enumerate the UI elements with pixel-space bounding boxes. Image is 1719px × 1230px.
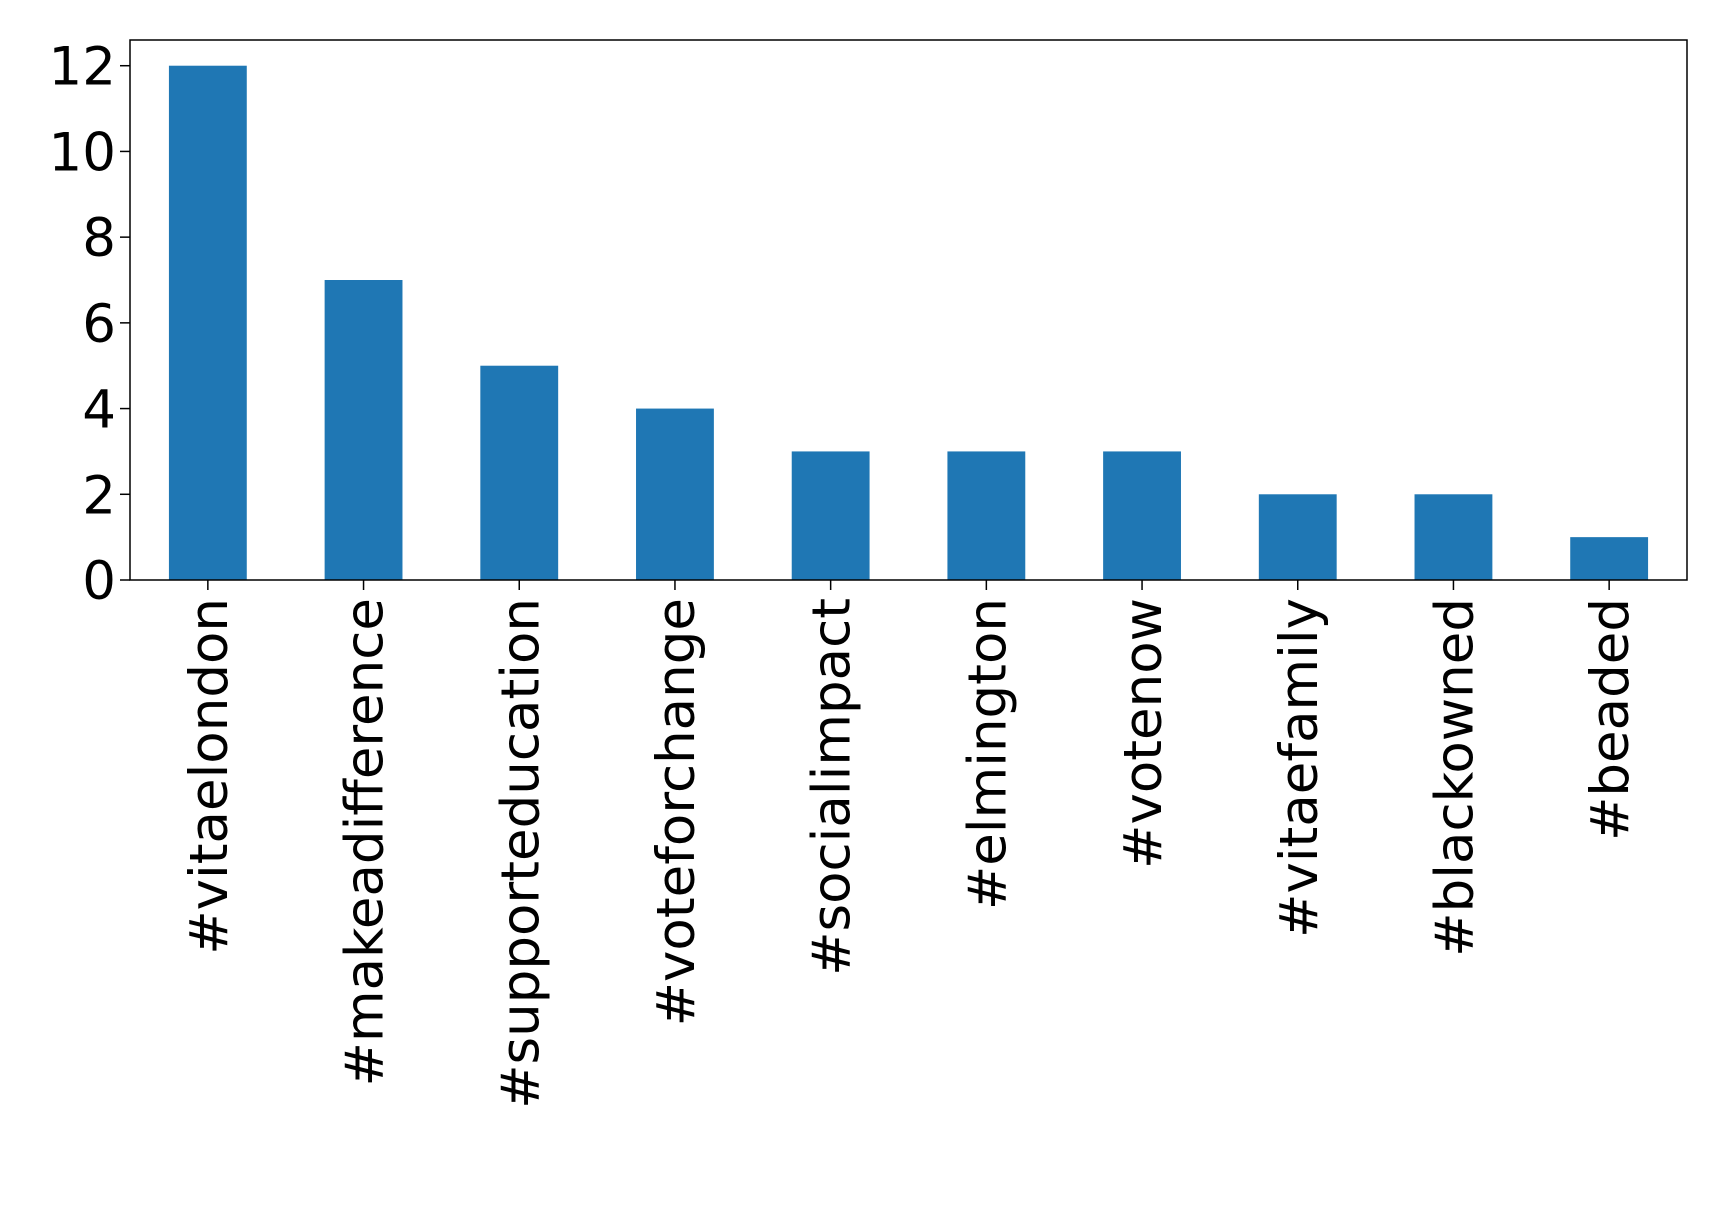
x-tick-label: #supporteducation	[490, 598, 551, 1109]
bar	[947, 451, 1026, 580]
y-tick-label: 10	[49, 122, 116, 183]
x-tick-label: #makeadifference	[335, 598, 396, 1086]
x-tick-label: #vitaefamily	[1269, 598, 1330, 938]
y-tick-label: 0	[82, 551, 116, 612]
y-tick-label: 12	[49, 37, 116, 98]
x-tick-label: #socialimpact	[802, 598, 863, 976]
x-tick-label: #blackowned	[1424, 598, 1485, 957]
x-tick-label: #voteforchange	[646, 598, 707, 1026]
y-tick-label: 8	[82, 208, 116, 269]
bar	[636, 408, 714, 580]
y-tick-label: 4	[82, 380, 116, 441]
bar	[324, 280, 403, 580]
bar	[1570, 537, 1649, 580]
plot-frame	[129, 39, 1688, 581]
x-tick-label: #votenow	[1113, 598, 1174, 869]
bar	[791, 451, 870, 580]
bar	[1103, 451, 1181, 580]
y-tick-label: 2	[82, 465, 116, 526]
bar	[1258, 494, 1337, 580]
bar	[1414, 494, 1493, 580]
bar	[480, 365, 559, 580]
x-tick-label: #vitaelondon	[179, 598, 240, 955]
y-tick-label: 6	[82, 294, 116, 355]
x-tick-label: #beaded	[1580, 598, 1641, 841]
bar	[168, 65, 247, 580]
x-tick-label: #elmington	[957, 598, 1018, 910]
